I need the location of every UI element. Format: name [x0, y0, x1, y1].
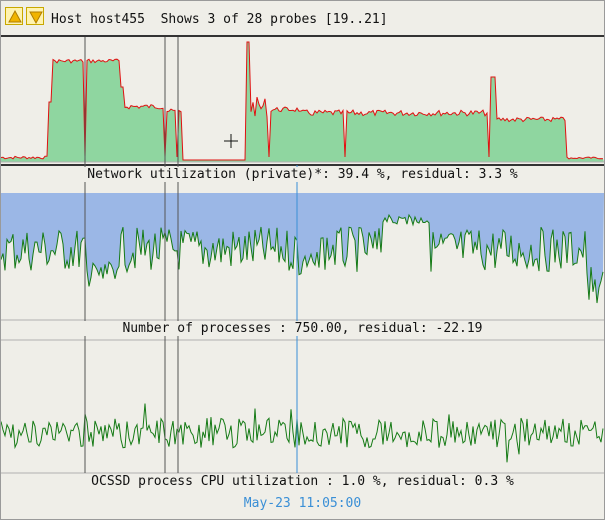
scroll-down-button[interactable] — [26, 7, 44, 25]
network-area — [1, 42, 604, 162]
cpu-line — [1, 403, 604, 463]
cpu-panel — [1, 403, 604, 474]
arrow-up-icon — [8, 9, 22, 23]
probe-charts[interactable] — [1, 37, 604, 513]
timestamp: May-23 11:05:00 — [243, 496, 362, 511]
crosshair-icon — [224, 134, 238, 148]
scroll-up-button[interactable] — [5, 7, 23, 25]
processes-panel — [1, 193, 604, 341]
process-area — [1, 193, 604, 303]
host-title: Host host455 Shows 3 of 28 probes [19..2… — [51, 12, 388, 27]
network-utilization-panel — [1, 41, 604, 166]
process-line — [1, 213, 604, 304]
arrow-down-icon — [29, 11, 43, 25]
event-markers — [84, 37, 298, 473]
cpu-label: OCSSD process CPU utilization : 1.0 %, r… — [1, 474, 604, 489]
network-line — [1, 41, 604, 161]
network-label: Network utilization (private)*: 39.4 %, … — [1, 167, 604, 182]
processes-label: Number of processes : 750.00, residual: … — [1, 321, 604, 336]
header-bar: Host host455 Shows 3 of 28 probes [19..2… — [1, 1, 604, 37]
